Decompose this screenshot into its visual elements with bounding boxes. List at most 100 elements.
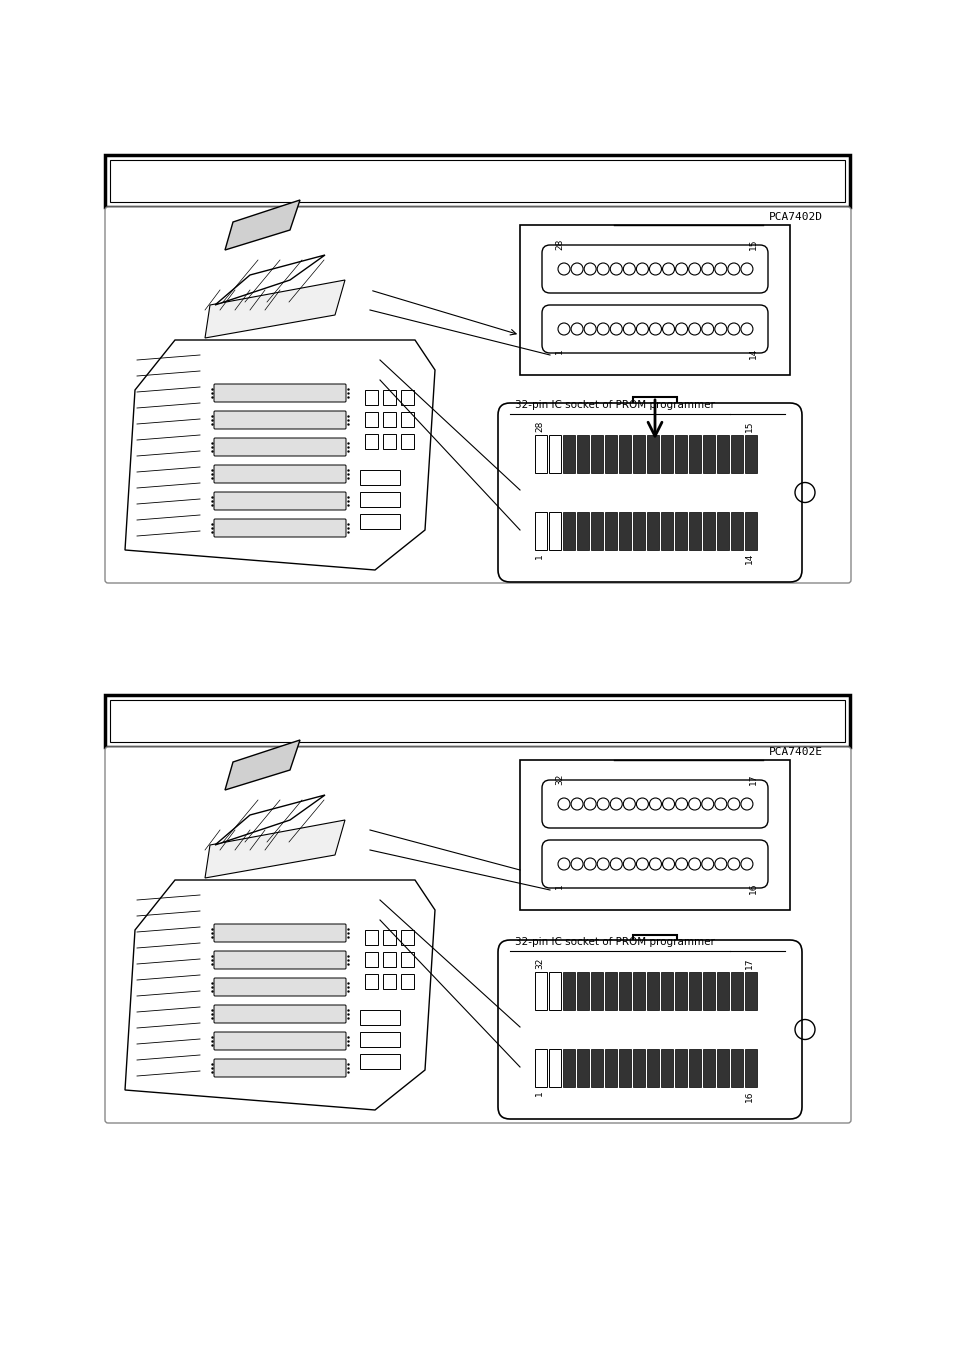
Bar [562, 512, 575, 550]
Bar [382, 929, 395, 944]
Bar [562, 435, 575, 473]
Bar [400, 929, 414, 944]
Bar [675, 1048, 686, 1088]
Bar [702, 435, 714, 473]
Bar [675, 512, 686, 550]
Bar [730, 435, 742, 473]
FancyBboxPatch shape [213, 411, 346, 430]
Text: 17: 17 [744, 958, 753, 969]
Bar [365, 974, 377, 989]
Text: 16: 16 [744, 1090, 753, 1101]
Bar [702, 512, 714, 550]
Polygon shape [617, 397, 692, 457]
Bar [110, 700, 844, 742]
Bar [359, 1032, 399, 1047]
Bar [744, 435, 757, 473]
FancyBboxPatch shape [213, 438, 346, 457]
Bar [646, 512, 659, 550]
FancyBboxPatch shape [105, 747, 850, 1123]
FancyBboxPatch shape [213, 978, 346, 996]
Text: 17: 17 [748, 774, 758, 785]
Bar [548, 435, 560, 473]
Bar [604, 512, 617, 550]
Bar [548, 512, 560, 550]
Bar [646, 435, 659, 473]
FancyBboxPatch shape [497, 940, 801, 1119]
FancyBboxPatch shape [213, 1032, 346, 1050]
FancyBboxPatch shape [213, 465, 346, 484]
Bar [590, 971, 602, 1011]
Bar [744, 971, 757, 1011]
Bar [359, 513, 399, 530]
Bar [382, 412, 395, 427]
Bar [590, 1048, 602, 1088]
Bar [590, 512, 602, 550]
Polygon shape [205, 820, 345, 878]
Bar [577, 971, 588, 1011]
FancyBboxPatch shape [213, 384, 346, 403]
Text: 32: 32 [555, 774, 563, 785]
Text: 15: 15 [748, 239, 758, 250]
Polygon shape [214, 794, 325, 844]
Bar [400, 390, 414, 405]
FancyBboxPatch shape [213, 519, 346, 536]
Bar [633, 435, 644, 473]
Text: 32-pin IC socket of PROM programmer: 32-pin IC socket of PROM programmer [515, 938, 714, 947]
Text: 1: 1 [535, 553, 543, 559]
Text: 15: 15 [744, 420, 753, 432]
Bar [535, 1048, 546, 1088]
Bar [730, 1048, 742, 1088]
Text: 1: 1 [535, 1090, 543, 1096]
Bar [688, 971, 700, 1011]
FancyBboxPatch shape [213, 492, 346, 509]
Bar [548, 1048, 560, 1088]
Bar [105, 155, 849, 207]
Bar [535, 435, 546, 473]
FancyBboxPatch shape [541, 840, 767, 888]
Bar [604, 971, 617, 1011]
Bar [660, 435, 672, 473]
FancyBboxPatch shape [213, 1059, 346, 1077]
Bar [618, 435, 630, 473]
Bar [717, 512, 728, 550]
Bar [590, 435, 602, 473]
Bar [688, 435, 700, 473]
Bar [548, 971, 560, 1011]
Bar [618, 512, 630, 550]
Text: 32-pin IC socket of PROM programmer: 32-pin IC socket of PROM programmer [515, 400, 714, 409]
Bar [400, 974, 414, 989]
Bar [633, 1048, 644, 1088]
Bar [382, 974, 395, 989]
Bar [646, 1048, 659, 1088]
Text: 32: 32 [535, 958, 543, 969]
Bar [365, 390, 377, 405]
FancyBboxPatch shape [541, 245, 767, 293]
FancyBboxPatch shape [213, 951, 346, 969]
Text: PCA7402D: PCA7402D [767, 212, 821, 222]
Polygon shape [225, 200, 299, 250]
Text: 28: 28 [555, 239, 563, 250]
Polygon shape [205, 280, 345, 338]
Bar [604, 435, 617, 473]
FancyBboxPatch shape [541, 305, 767, 353]
Bar [730, 971, 742, 1011]
Bar [365, 929, 377, 944]
Bar [660, 512, 672, 550]
Bar [618, 1048, 630, 1088]
Bar [717, 435, 728, 473]
Bar [365, 434, 377, 449]
Bar [400, 412, 414, 427]
Bar [400, 434, 414, 449]
FancyBboxPatch shape [541, 780, 767, 828]
Bar [744, 1048, 757, 1088]
Bar [730, 512, 742, 550]
Bar [633, 512, 644, 550]
Bar [702, 971, 714, 1011]
Bar [688, 1048, 700, 1088]
Bar [675, 435, 686, 473]
Text: 1: 1 [555, 349, 563, 354]
Bar [382, 952, 395, 967]
Bar [359, 1011, 399, 1025]
Text: 16: 16 [748, 884, 758, 894]
Bar [359, 492, 399, 507]
